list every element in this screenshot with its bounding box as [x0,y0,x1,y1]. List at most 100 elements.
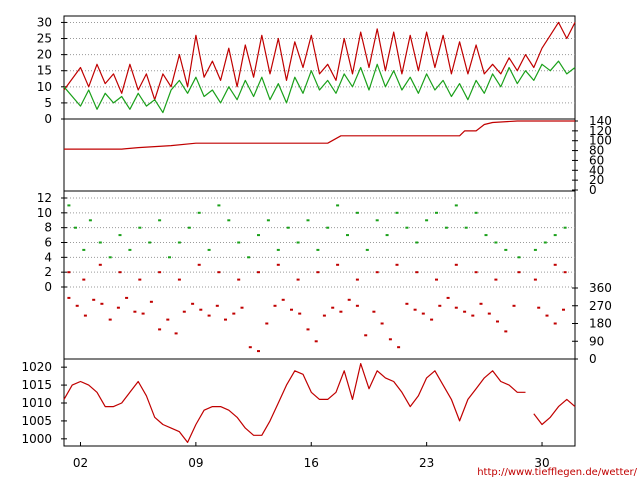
y-tick-label: 180 [589,317,612,331]
data-point-wind [464,226,468,229]
data-point-wind [276,248,280,251]
y-tick-label: 0 [589,183,597,197]
y-tick-label: 120 [589,124,612,138]
y-tick-label: 1020 [21,360,52,374]
data-point-wind [98,263,102,266]
series-line-temperature-0 [63,21,576,101]
data-point-wind [177,278,181,281]
data-point-wind [504,248,508,251]
data-point-wind-direction [125,296,129,299]
data-point-wind-direction [100,302,104,305]
data-point-wind-direction [306,328,310,331]
data-point-wind-direction [471,314,475,317]
data-point-wind [74,226,77,229]
y-tick-label: 10 [37,80,52,94]
panel-temperature: 0 5 10 15 20 25 30 [37,15,576,126]
data-point-wind-direction [191,302,195,305]
data-point-wind [237,241,241,244]
data-point-wind-direction [281,298,285,301]
data-point-wind-direction [454,306,458,309]
data-point-wind [395,263,399,266]
data-point-wind [474,271,478,274]
data-point-wind-direction [265,322,269,325]
data-point-wind-direction [504,330,508,333]
data-point-wind [177,241,181,244]
y-tick-label: 270 [589,299,612,313]
data-point-wind [474,211,478,214]
data-point-wind-direction [224,318,227,321]
data-point-wind [82,248,86,251]
data-point-wind-direction [133,310,137,313]
x-tick-label: 30 [534,456,549,470]
y-tick-label: 10 [37,206,52,220]
data-point-wind [563,271,567,274]
data-point-wind-direction [545,314,549,317]
data-point-wind [158,271,162,274]
data-point-wind [67,204,71,207]
data-point-wind-direction [388,338,392,341]
data-point-wind-direction [372,310,376,313]
y-tick-label: 6 [44,236,52,250]
data-point-wind-direction [446,296,450,299]
data-point-wind-direction [322,314,326,317]
data-point-wind-direction [116,306,120,309]
x-tick-label: 16 [304,456,319,470]
data-point-wind-direction [512,304,516,307]
data-point-wind [375,271,379,274]
data-point-wind-direction [75,304,79,307]
data-point-wind-direction [421,312,425,315]
data-point-wind [286,226,290,229]
data-point-wind [563,226,567,229]
data-point-wind-direction [405,302,409,305]
data-point-wind [395,211,399,214]
data-point-wind-direction [298,312,302,315]
y-tick-label: 20 [37,48,52,62]
data-point-wind-direction [232,312,236,315]
data-point-wind [138,226,142,229]
data-point-wind [435,278,438,281]
data-point-wind-direction [182,310,186,313]
data-point-wind [82,278,86,281]
series-line-rainfall-cumulative-0 [64,120,575,150]
y-tick-label: 1015 [21,378,52,392]
data-point-wind [375,219,379,222]
data-point-wind [217,271,221,274]
data-point-wind [257,271,260,274]
panel-pressure: 1000 1005 1010 1015 1020 [21,358,576,447]
data-point-wind [118,234,122,237]
data-point-wind [266,219,270,222]
y-tick-label: 0 [589,352,597,366]
panel-frame [63,15,576,120]
data-point-wind-direction [380,322,384,325]
data-point-wind [484,234,488,237]
data-point-wind [336,204,340,207]
data-point-wind [257,234,260,237]
data-point-wind-direction [174,332,178,335]
data-point-wind-direction [347,298,351,301]
data-point-wind-direction [257,350,260,353]
y-tick-label: 140 [589,114,612,128]
y-tick-label: 2 [44,265,52,279]
data-point-wind [553,234,557,237]
data-point-wind [494,278,498,281]
data-point-wind-direction [67,296,71,299]
data-point-wind-direction [248,346,252,349]
data-point-wind [108,256,112,259]
data-point-wind-direction [207,314,211,317]
data-point-wind [365,248,369,251]
data-point-wind-direction [199,308,203,311]
data-point-wind-direction [149,300,153,303]
data-point-wind [168,256,171,259]
data-point-wind [148,241,152,244]
y-tick-label: 1010 [21,396,52,410]
data-point-wind [444,226,448,229]
x-tick-label: 02 [73,456,88,470]
data-point-wind-direction [553,322,557,325]
data-point-wind [533,278,537,281]
y-tick-label: 1005 [21,414,52,428]
data-point-wind-direction [158,328,162,331]
data-point-wind-direction [83,314,87,317]
data-point-wind-direction [496,320,499,323]
data-point-wind [227,219,231,222]
data-point-wind [454,204,458,207]
